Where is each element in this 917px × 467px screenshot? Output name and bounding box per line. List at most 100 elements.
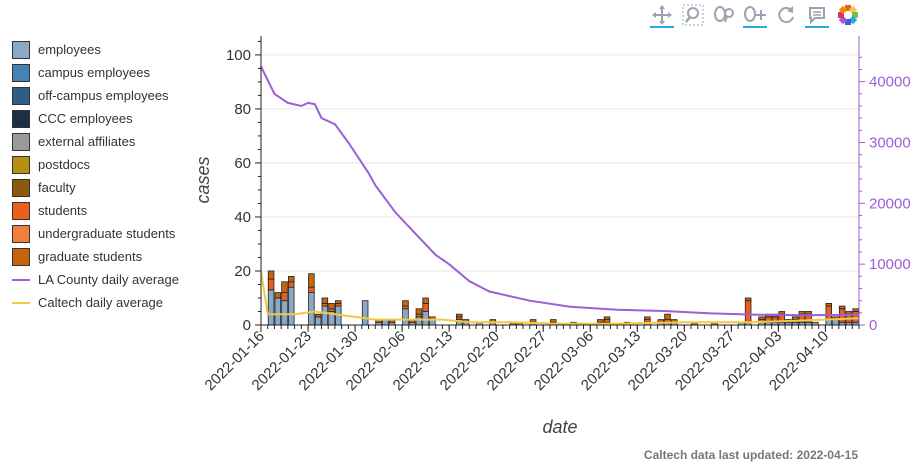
legend-item[interactable]: graduate students (8, 245, 179, 268)
legend-swatch (12, 132, 30, 151)
y2-tick-label: 10000 (869, 256, 911, 273)
bar-segment (644, 319, 651, 323)
y2-tick-label: 30000 (869, 134, 911, 151)
legend-item[interactable]: CCC employees (8, 107, 179, 130)
y2-tick-label: 20000 (869, 195, 911, 212)
bar-segment (281, 292, 288, 302)
legend-swatch (12, 63, 30, 82)
la-county-line (260, 65, 860, 317)
bar-segment (603, 319, 611, 323)
bar-segment (402, 300, 409, 307)
lines (260, 65, 860, 325)
xwheel-zoom-tool-icon (744, 6, 766, 22)
legend-swatch (12, 155, 30, 174)
bokeh-logo[interactable] (834, 2, 862, 28)
box-zoom-tool[interactable] (679, 2, 707, 28)
bar-segment (422, 311, 429, 326)
bar-segment (832, 319, 839, 326)
bar-segment (644, 316, 651, 320)
bar-segment (825, 302, 833, 307)
y-tick-label: 80 (234, 101, 251, 118)
legend-label: Caltech daily average (38, 295, 164, 310)
legend-item[interactable]: undergraduate students (8, 222, 179, 245)
y-tick-label: 60 (234, 155, 251, 172)
bar-segment (838, 305, 846, 310)
bar-segment (852, 311, 859, 323)
bar-segment (274, 297, 282, 326)
bar-segment (361, 300, 369, 326)
bar-segment (455, 313, 463, 318)
bar-segment (287, 281, 295, 288)
bar-segment (415, 316, 423, 326)
bar-segment (422, 297, 429, 304)
y-axis-label: cases (193, 156, 213, 203)
y-tick-label: 40 (234, 209, 251, 226)
bar-segment (402, 308, 409, 326)
bar-segment (267, 289, 275, 326)
hover-tool[interactable] (803, 2, 831, 28)
bars (267, 270, 859, 326)
bar-segment (597, 319, 604, 323)
legend-label: campus employees (38, 65, 150, 80)
legend-label: CCC employees (38, 111, 133, 126)
xwheel-zoom-tool[interactable] (741, 2, 769, 28)
bar-segment (308, 292, 315, 326)
bar-segment (314, 316, 322, 326)
y2-tick-label: 40000 (869, 74, 911, 91)
bar-segment (825, 305, 833, 320)
box-zoom-tool-icon (682, 4, 704, 26)
bokeh-logo-icon (838, 5, 858, 25)
pan-tool[interactable] (648, 2, 676, 28)
bar-segment (758, 316, 765, 320)
legend-item[interactable]: LA County daily average (8, 268, 179, 291)
bar-segment (415, 308, 423, 315)
bar-segment (415, 313, 423, 318)
bar-segment (778, 311, 785, 315)
bar-segment (798, 311, 806, 315)
bar-segment (321, 297, 329, 304)
bar-segment (281, 281, 288, 293)
legend-item[interactable]: off-campus employees (8, 84, 179, 107)
legend-item[interactable]: postdocs (8, 153, 179, 176)
legend-item[interactable]: external affiliates (8, 130, 179, 153)
toolbar (648, 2, 865, 30)
legend-label: off-campus employees (38, 88, 169, 103)
legend-swatch (12, 109, 30, 128)
bar-segment (664, 313, 671, 320)
grid (261, 54, 859, 326)
bar-segment (422, 302, 429, 312)
legend-item[interactable]: students (8, 199, 179, 222)
bar-segment (550, 319, 557, 323)
hover-tool-icon (809, 7, 825, 25)
legend-item[interactable]: Caltech daily average (8, 291, 179, 314)
bar-segment (529, 319, 537, 323)
legend-swatch (12, 224, 30, 243)
bar-segment (744, 300, 752, 323)
legend-swatch (12, 301, 30, 304)
reset-tool-icon (778, 6, 794, 24)
y-tick-label: 20 (234, 263, 251, 280)
bar-segment (267, 270, 275, 280)
legend-label: undergraduate students (38, 226, 176, 241)
bar-segment (791, 316, 799, 320)
y-tick-label: 100 (226, 47, 251, 64)
wheel-zoom-tool[interactable] (710, 2, 738, 28)
legend: employees campus employees off-campus empl… (8, 38, 179, 314)
bar-segment (805, 311, 812, 315)
reset-tool[interactable] (772, 2, 800, 28)
legend-item[interactable]: campus employees (8, 61, 179, 84)
legend-swatch (12, 201, 30, 220)
bar-segment (287, 275, 295, 283)
bar-segment (455, 316, 463, 320)
y2-tick-label: 0 (869, 317, 877, 334)
bar-segment (267, 278, 275, 291)
bar-segment (402, 305, 409, 310)
legend-item[interactable]: employees (8, 38, 179, 61)
axes: 0204060801000100002000030000400002022-01… (193, 36, 911, 437)
bar-segment (314, 313, 322, 318)
bar-segment (287, 286, 295, 326)
bar-segment (274, 292, 282, 299)
legend-item[interactable]: faculty (8, 176, 179, 199)
legend-swatch (12, 40, 30, 59)
legend-label: graduate students (38, 249, 143, 264)
